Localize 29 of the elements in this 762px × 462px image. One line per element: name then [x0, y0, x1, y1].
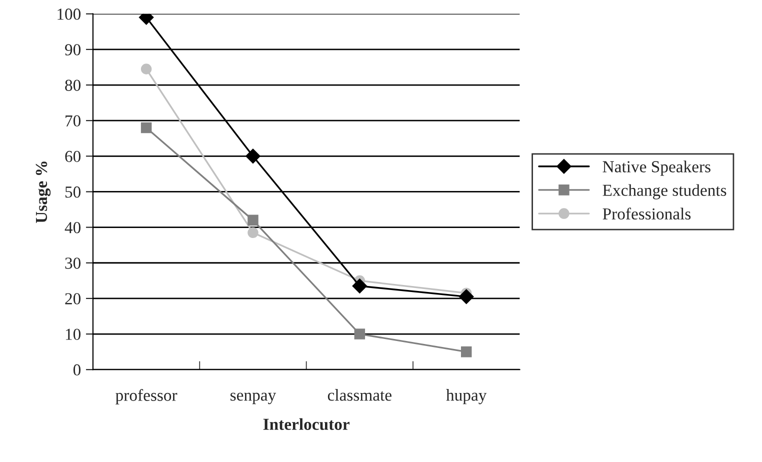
point [352, 278, 368, 294]
x-tick-label: classmate [328, 389, 392, 401]
x-tick-label: hupay [446, 389, 487, 404]
y-tick-label: 70 [66, 115, 81, 127]
point [140, 64, 152, 74]
point [248, 214, 258, 226]
point [458, 289, 474, 304]
y-tick-label: 10 [66, 328, 81, 340]
y-tick-label: 100 [58, 8, 81, 20]
y-tick-label: 60 [65, 150, 81, 162]
y-axis-title: Usage % [36, 162, 51, 224]
legend-label: Professionals [602, 208, 691, 220]
legend-label: Native Speakers [602, 160, 710, 176]
y-tick-label: 90 [65, 44, 81, 56]
y-tick-label: 20 [65, 293, 81, 304]
point [248, 227, 258, 238]
y-tick-label: 0 [73, 364, 81, 376]
point [354, 328, 366, 340]
x-tick-label: senpay [230, 392, 276, 404]
x-axis-title: Interlocutor [263, 418, 350, 430]
legend-label: Exchange students [602, 184, 726, 200]
y-tick-label: 50 [65, 186, 81, 198]
y-tick-label: 30 [65, 258, 81, 269]
point [460, 346, 472, 358]
x-tick-label: professor [116, 389, 178, 404]
point [246, 148, 260, 164]
y-tick-label: 80 [65, 80, 81, 91]
point [140, 122, 152, 134]
y-tick-label: 40 [64, 222, 81, 234]
